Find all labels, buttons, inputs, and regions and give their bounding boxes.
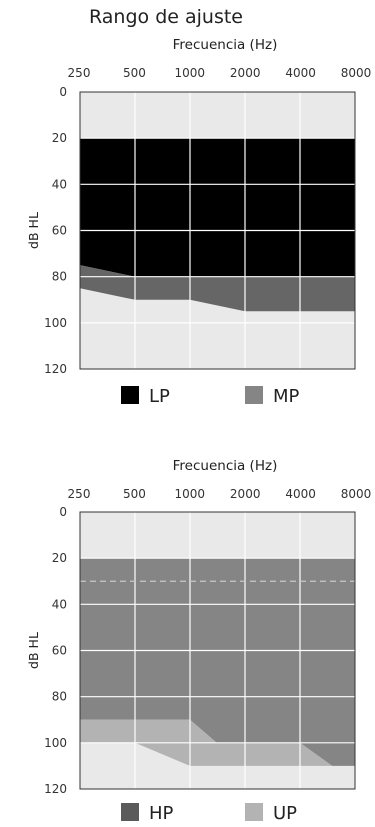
- x-tick-label-2000: 2000: [230, 66, 261, 80]
- x-tick-label-500: 500: [123, 66, 146, 80]
- x-tick-label-1000: 1000: [175, 487, 206, 501]
- grid: [80, 512, 355, 789]
- series-area-mp: [80, 265, 355, 312]
- y-tick-label-100: 100: [44, 736, 67, 750]
- legend-swatch-lp: [121, 386, 139, 404]
- legend-label-up: UP: [273, 803, 297, 824]
- legend-swatch-mp: [245, 386, 263, 404]
- grid: [80, 92, 355, 369]
- x-tick-label-8000: 8000: [341, 487, 372, 501]
- y-tick-label-80: 80: [52, 270, 67, 284]
- legend-label-hp: HP: [149, 803, 174, 824]
- x-axis-title: Frecuencia (Hz): [173, 37, 278, 53]
- series-area-lp: [80, 138, 355, 277]
- y-tick-label-20: 20: [52, 131, 67, 145]
- audiogram-chart-2: Frecuencia (Hz)250 500 1000 2000 4000 8000dB …: [26, 458, 372, 824]
- y-tick-label-80: 80: [52, 690, 67, 704]
- y-axis-title: dB HL: [26, 212, 41, 249]
- plot-frame: [79, 91, 356, 370]
- audiogram-chart-1: Frecuencia (Hz)250 500 1000 2000 4000 8000dB …: [26, 37, 372, 407]
- legend-label-lp: LP: [149, 386, 170, 407]
- page-title: Rango de ajuste: [89, 6, 243, 28]
- y-tick-label-0: 0: [59, 85, 67, 99]
- legend-swatch-hp: [121, 803, 139, 821]
- x-tick-label-4000: 4000: [285, 66, 316, 80]
- y-tick-label-60: 60: [52, 224, 67, 238]
- plot-frame: [79, 511, 356, 790]
- x-tick-label-250: 250: [68, 487, 91, 501]
- x-tick-label-500: 500: [123, 487, 146, 501]
- x-tick-label-2000: 2000: [230, 487, 261, 501]
- y-tick-label-40: 40: [52, 177, 67, 191]
- y-tick-label-60: 60: [52, 644, 67, 658]
- x-tick-label-250: 250: [68, 66, 91, 80]
- legend-label-mp: MP: [273, 386, 300, 407]
- y-tick-label-100: 100: [44, 316, 67, 330]
- x-tick-label-4000: 4000: [285, 487, 316, 501]
- y-tick-label-40: 40: [52, 597, 67, 611]
- y-tick-label-120: 120: [44, 782, 67, 796]
- legend-swatch-up: [245, 803, 263, 821]
- x-tick-label-8000: 8000: [341, 66, 372, 80]
- y-axis-title: dB HL: [26, 632, 41, 669]
- x-tick-label-1000: 1000: [175, 66, 206, 80]
- y-tick-label-120: 120: [44, 362, 67, 376]
- series-area-hp: [80, 558, 355, 766]
- x-axis-title: Frecuencia (Hz): [173, 458, 278, 474]
- y-tick-label-0: 0: [59, 505, 67, 519]
- y-tick-label-20: 20: [52, 551, 67, 565]
